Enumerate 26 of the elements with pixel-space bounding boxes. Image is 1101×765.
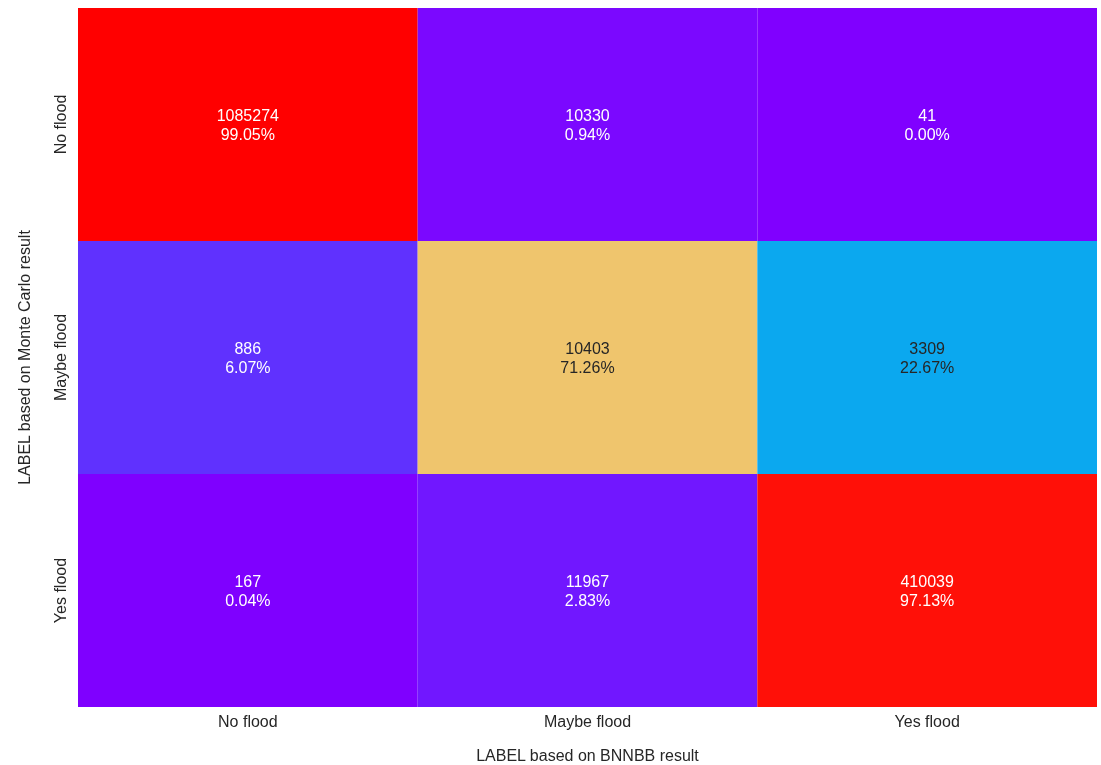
data-label: 6.07%: [225, 358, 271, 376]
y-axis-title: LABEL based on Monte Carlo result: [16, 229, 33, 485]
x-tick-label: No flood: [218, 713, 278, 730]
data-label: 0.00%: [904, 125, 950, 143]
data-label: 22.67%: [900, 358, 955, 376]
x-tick-label: Maybe flood: [543, 713, 632, 730]
data-label: 99.05%: [220, 125, 275, 143]
data-label: 0.04%: [225, 591, 271, 609]
y-tick-label: Yes flood: [52, 557, 69, 624]
annotation: 11967: [565, 572, 610, 590]
y-tick-label: No flood: [52, 94, 69, 155]
x-tick-label: Yes flood: [894, 713, 960, 730]
y-tick-label: Maybe flood: [52, 313, 69, 402]
data-label: 97.13%: [900, 591, 955, 609]
annotation: 1085274: [216, 106, 280, 124]
annotation: 3309: [909, 339, 946, 357]
annotation: 10330: [565, 106, 610, 124]
annotation: 167: [234, 572, 262, 590]
data-label: 71.26%: [560, 358, 615, 376]
data-label: 0.94%: [564, 125, 611, 143]
annotation: 410039: [900, 572, 954, 590]
annotation: 886: [234, 339, 262, 357]
annotation: 10403: [565, 339, 610, 357]
x-axis-title: LABEL based on BNNBB result: [476, 747, 700, 764]
annotation: 41: [918, 106, 937, 124]
data-label: 2.83%: [564, 591, 611, 609]
